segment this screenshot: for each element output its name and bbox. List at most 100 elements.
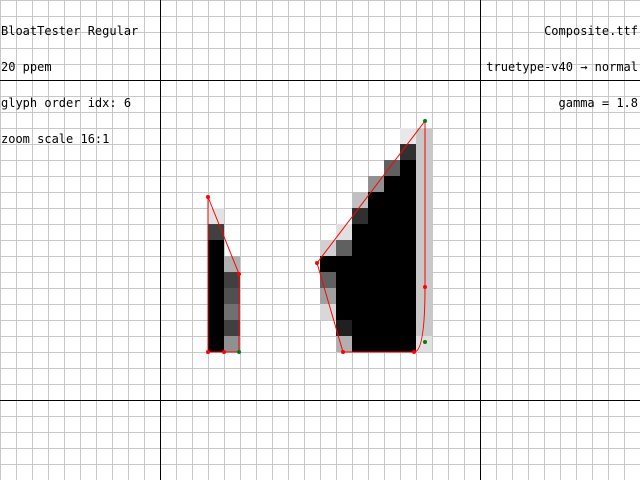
right-shape-outline (316, 119, 426, 353)
glyph-pixel (416, 288, 432, 304)
glyph-pixel (352, 272, 368, 288)
glyph-pixel (208, 256, 224, 272)
glyph-pixel (416, 176, 432, 192)
on-curve-point (237, 272, 241, 276)
glyph-pixel (400, 208, 416, 224)
outline-points (206, 119, 427, 354)
glyph-pixel (208, 272, 224, 288)
glyph-pixel (416, 224, 432, 240)
ppem-readout: 20 ppem (1, 60, 52, 74)
glyph-pixel (400, 336, 416, 352)
glyph-pixel (224, 272, 240, 288)
hinting-mode-readout: truetype-v40 → normal (486, 60, 638, 74)
glyph-pixel (320, 272, 336, 288)
on-curve-point (222, 350, 226, 354)
glyph-pixel (336, 240, 352, 256)
glyph-pixel (416, 256, 432, 272)
glyph-pixel (368, 208, 384, 224)
glyph-pixel (368, 224, 384, 240)
glyph-pixel (320, 304, 336, 320)
glyph-pixel (368, 192, 384, 208)
glyph-pixel (208, 336, 224, 352)
glyph-pixel (208, 304, 224, 320)
glyph-pixel (336, 272, 352, 288)
glyph-pixel (336, 320, 352, 336)
glyph-pixel (400, 288, 416, 304)
glyph-pixel (400, 160, 416, 176)
on-curve-point (206, 195, 210, 199)
glyph-pixel (352, 320, 368, 336)
on-curve-point (423, 285, 427, 289)
glyph-pixel (352, 256, 368, 272)
glyph-pixel (400, 240, 416, 256)
off-curve-point (423, 340, 427, 344)
file-name: Composite.ttf (544, 24, 638, 38)
glyph-pixel (384, 272, 400, 288)
glyph-pixel (352, 192, 368, 208)
glyph-pixel (384, 304, 400, 320)
on-curve-point (412, 350, 416, 354)
glyph-pixel (384, 176, 400, 192)
glyph-pixel (224, 336, 240, 352)
glyph-pixel (384, 160, 400, 176)
glyph-pixel (352, 224, 368, 240)
glyph-pixel (368, 256, 384, 272)
gamma-readout: gamma = 1.8 (558, 96, 638, 110)
glyph-pixel (208, 240, 224, 256)
glyph-pixel (352, 304, 368, 320)
on-curve-point (341, 350, 345, 354)
glyph-pixel (416, 240, 432, 256)
glyph-pixel (384, 288, 400, 304)
glyph-pixel (224, 304, 240, 320)
zoom-readout: zoom scale 16:1 (1, 132, 110, 146)
glyph-pixel (416, 160, 432, 176)
off-curve-point (237, 350, 241, 354)
glyph-pixel (336, 304, 352, 320)
glyph-pixel (224, 288, 240, 304)
glyph-pixel (384, 320, 400, 336)
glyph-pixel (400, 272, 416, 288)
glyph-pixel (400, 192, 416, 208)
glyph-pixel (400, 144, 416, 160)
glyph-pixel (400, 256, 416, 272)
glyph-pixel (336, 288, 352, 304)
glyph-pixel (400, 128, 416, 144)
glyph-pixel (384, 256, 400, 272)
glyph-pixel (320, 288, 336, 304)
glyph-pixel (384, 240, 400, 256)
glyph-pixel (384, 224, 400, 240)
glyph-pixel (352, 208, 368, 224)
glyph-pixel (400, 304, 416, 320)
font-info-panel: BloatTester Regular 20 ppem glyph order … (1, 1, 138, 157)
glyph-pixel (416, 272, 432, 288)
glyph-pixel (368, 272, 384, 288)
glyph-pixel (336, 256, 352, 272)
glyph-pixel (384, 192, 400, 208)
glyph-pixel (208, 320, 224, 336)
glyph-pixel (352, 288, 368, 304)
glyph-pixel (368, 304, 384, 320)
glyph-pixel (416, 128, 432, 144)
on-curve-point (206, 350, 210, 354)
glyph-pixel (320, 256, 336, 272)
glyph-pixel (416, 304, 432, 320)
glyph-pixel (416, 320, 432, 336)
glyph-pixel (368, 240, 384, 256)
glyph-pixel (224, 320, 240, 336)
glyph-pixel (208, 288, 224, 304)
glyph-pixel (352, 336, 368, 352)
glyph-pixel (368, 320, 384, 336)
glyph-pixel (416, 144, 432, 160)
render-info-panel: Composite.ttf truetype-v40 → normal gamm… (486, 1, 638, 121)
glyph-pixel (336, 336, 352, 352)
glyph-pixel (224, 256, 240, 272)
glyph-pixel (384, 208, 400, 224)
glyph-pixel (416, 336, 432, 352)
glyph-pixel (368, 336, 384, 352)
on-curve-point (315, 261, 319, 265)
glyph-pixel (336, 224, 352, 240)
glyph-pixel (352, 240, 368, 256)
glyph-pixel (416, 192, 432, 208)
